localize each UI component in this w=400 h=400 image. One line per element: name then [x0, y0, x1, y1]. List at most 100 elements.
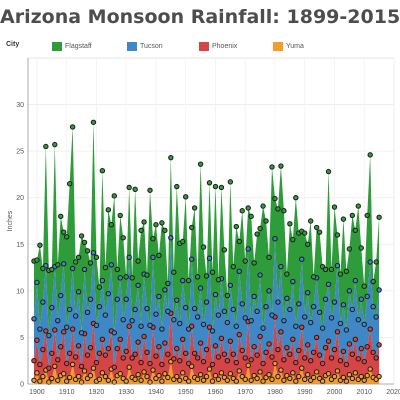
point-yuma	[358, 373, 364, 380]
point-yuma	[200, 377, 207, 383]
point-tucson	[212, 291, 219, 298]
point-tucson	[319, 325, 326, 331]
point-phoenix	[162, 340, 168, 346]
point-yuma	[331, 373, 338, 380]
point-flagstaff	[159, 220, 165, 226]
point-flagstaff	[370, 278, 376, 285]
point-flagstaff	[69, 124, 76, 130]
point-phoenix	[197, 340, 204, 346]
point-phoenix	[251, 344, 257, 350]
point-flagstaff	[281, 208, 287, 214]
point-flagstaff	[61, 229, 67, 235]
point-tucson	[78, 330, 85, 336]
point-flagstaff	[34, 257, 40, 263]
point-yuma	[269, 376, 275, 383]
point-phoenix	[313, 334, 320, 341]
point-phoenix	[373, 355, 379, 361]
point-flagstaff	[340, 216, 347, 222]
point-flagstaff	[117, 212, 123, 219]
point-tucson	[194, 314, 201, 320]
point-tucson	[34, 279, 40, 286]
point-phoenix	[165, 351, 171, 357]
point-phoenix	[340, 348, 347, 355]
point-tucson	[168, 235, 174, 241]
point-phoenix	[218, 335, 225, 342]
legend-item-flagstaff[interactable]: Flagstaff	[52, 40, 92, 52]
point-phoenix	[200, 358, 207, 365]
point-tucson	[183, 304, 189, 311]
x-tick-label: 1960	[208, 389, 224, 396]
x-tick-label: 2010	[356, 389, 372, 396]
point-tucson	[299, 256, 305, 262]
point-flagstaff	[361, 283, 367, 289]
point-phoenix	[269, 354, 275, 360]
point-flagstaff	[120, 235, 126, 241]
y-tick-label: 0	[20, 382, 24, 389]
point-phoenix	[299, 324, 305, 330]
point-tucson	[49, 304, 55, 311]
point-phoenix	[75, 343, 82, 349]
point-flagstaff	[168, 154, 174, 161]
point-flagstaff	[84, 248, 91, 254]
point-flagstaff	[305, 241, 311, 247]
point-flagstaff	[135, 258, 141, 264]
point-phoenix	[346, 341, 353, 347]
point-phoenix	[307, 358, 314, 364]
point-flagstaff	[269, 164, 275, 170]
point-flagstaff	[174, 183, 180, 190]
point-tucson	[117, 275, 123, 281]
x-tick-label: 1930	[118, 389, 134, 396]
point-phoenix	[84, 352, 91, 358]
point-flagstaff	[334, 232, 341, 238]
point-phoenix	[224, 358, 231, 364]
point-yuma	[81, 368, 88, 374]
point-flagstaff	[206, 180, 213, 186]
point-phoenix	[102, 352, 109, 358]
point-tucson	[96, 303, 103, 310]
point-tucson	[174, 297, 180, 303]
point-phoenix	[227, 338, 234, 344]
point-flagstaff	[242, 258, 248, 264]
point-tucson	[105, 290, 112, 297]
point-phoenix	[58, 344, 64, 350]
y-axis-title: Inches	[7, 210, 14, 231]
point-flagstaff	[316, 229, 323, 235]
legend-item-tucson[interactable]: Tucson	[127, 40, 163, 52]
point-yuma	[272, 360, 278, 367]
point-tucson	[364, 293, 370, 300]
point-tucson	[337, 320, 344, 327]
point-phoenix	[40, 346, 46, 353]
legend-item-yuma[interactable]: Yuma	[273, 40, 304, 52]
point-flagstaff	[197, 161, 204, 167]
point-yuma	[123, 378, 129, 384]
point-yuma	[310, 374, 317, 381]
point-flagstaff	[251, 260, 257, 266]
point-tucson	[40, 299, 46, 305]
point-phoenix	[358, 345, 364, 352]
point-tucson	[126, 254, 132, 261]
point-tucson	[361, 321, 367, 328]
point-flagstaff	[129, 275, 135, 281]
point-phoenix	[72, 354, 79, 360]
point-flagstaff	[75, 254, 82, 261]
point-tucson	[307, 319, 314, 326]
point-phoenix	[352, 336, 359, 342]
point-phoenix	[123, 348, 129, 355]
point-yuma	[75, 373, 82, 380]
point-yuma	[69, 361, 76, 368]
legend-item-phoenix[interactable]: Phoenix	[199, 40, 237, 52]
point-phoenix	[334, 329, 341, 335]
legend-text-yuma: Yuma	[286, 42, 304, 50]
point-yuma	[102, 373, 109, 380]
point-tucson	[87, 296, 94, 302]
point-phoenix	[183, 350, 189, 356]
point-yuma	[66, 374, 73, 381]
point-tucson	[290, 278, 296, 285]
y-tick-label: 10	[16, 288, 24, 295]
point-flagstaff	[215, 276, 222, 283]
point-phoenix	[331, 346, 338, 353]
point-yuma	[361, 377, 367, 383]
point-tucson	[334, 263, 341, 269]
point-phoenix	[138, 359, 144, 366]
point-flagstaff	[346, 246, 353, 252]
